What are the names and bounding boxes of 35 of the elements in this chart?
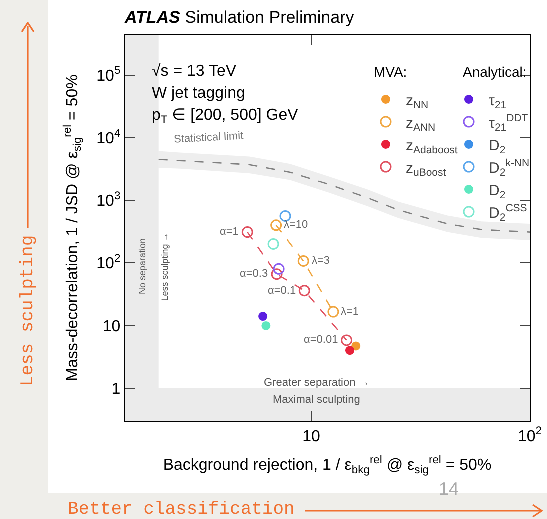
y-tick-label: 10$^{3}$ bbox=[96, 190, 121, 210]
annotation: λ=10 bbox=[284, 219, 308, 231]
annotation: Less sculpting → bbox=[160, 232, 170, 302]
annotation: α=0.1 bbox=[268, 285, 296, 297]
text: 14 bbox=[439, 479, 460, 499]
series-label: Statistical limit bbox=[174, 130, 244, 146]
legend-label: z$_{NN}$ bbox=[406, 92, 429, 112]
annotation: Greater separation → bbox=[264, 377, 370, 389]
chart-title: ATLAS Simulation Preliminary bbox=[124, 8, 355, 27]
annotation: Analytical: bbox=[463, 64, 527, 80]
y-tick-label: 10$^{4}$ bbox=[96, 128, 121, 148]
legend-label: z$_{ANN}$ bbox=[406, 114, 436, 134]
band-label: Maximal sculpting bbox=[273, 394, 360, 406]
y-tick-label: 10 bbox=[102, 318, 121, 336]
y-tick-label: 1 bbox=[112, 380, 121, 398]
y-tick-label: 10$^{5}$ bbox=[96, 65, 121, 85]
annotation: p$_{T}$ ∈ [200, 500] GeV bbox=[152, 107, 299, 126]
annotation: λ=3 bbox=[312, 255, 330, 267]
annotation: α=0.3 bbox=[240, 268, 268, 280]
legend-label: z$_{Adaboost}$ bbox=[406, 137, 458, 156]
legend-label: τ$_{21}$ bbox=[489, 92, 507, 112]
annotation: W jet tagging bbox=[152, 85, 246, 102]
text: Less sculpting bbox=[18, 235, 39, 387]
legend-label: D$_{2}$ bbox=[489, 182, 506, 202]
band-label: No separation bbox=[137, 238, 148, 295]
annotation: √s = 13 TeV bbox=[152, 63, 237, 80]
text: Better classification bbox=[68, 500, 295, 519]
legend-label: z$_{uBoost}$ bbox=[406, 160, 446, 179]
annotation: α=0.01 bbox=[304, 334, 338, 346]
annotation: α=1 bbox=[220, 226, 239, 238]
legend-label: D$_{2}$ bbox=[489, 137, 506, 156]
x-axis-title: Background rejection, 1 / ε$_{bkg}$$^{rel}$ @ ε$_{sig}$$^{rel}$ = 50% bbox=[163, 454, 492, 476]
annotation: λ=1 bbox=[341, 306, 360, 318]
y-tick-label: 10$^{2}$ bbox=[96, 252, 121, 273]
annotation: MVA: bbox=[374, 64, 408, 80]
